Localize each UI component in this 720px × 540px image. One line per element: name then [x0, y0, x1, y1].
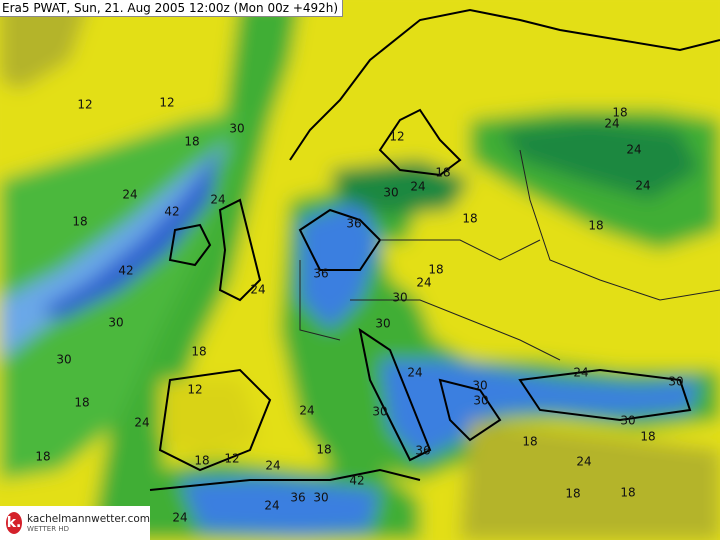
contour-label: 42	[349, 474, 364, 488]
contour-label: 18	[72, 215, 87, 229]
borders	[299, 149, 720, 361]
contour-label: 18	[194, 454, 209, 468]
contour-label: 24	[635, 179, 650, 193]
contour-label: 18	[522, 435, 537, 449]
contour-label: 18	[35, 450, 50, 464]
contour-label: 30	[472, 379, 487, 393]
contour-label: 24	[576, 455, 591, 469]
contour-label: 24	[407, 366, 422, 380]
contour-label: 30	[229, 122, 244, 136]
logo-icon: k.	[6, 512, 23, 534]
contour-label: 24	[604, 117, 619, 131]
contour-label: 30	[383, 186, 398, 200]
contour-label: 18	[184, 135, 199, 149]
contour-label: 24	[626, 143, 641, 157]
logo-tagline: WETTER HD	[27, 524, 69, 533]
contour-label: 12	[77, 98, 92, 112]
contour-label: 36	[346, 217, 361, 231]
logo[interactable]: k. kachelmannwetter.com WETTER HD	[0, 506, 150, 540]
contour-label: 12	[159, 96, 174, 110]
contour-label: 24	[299, 404, 314, 418]
contour-label: 24	[172, 511, 187, 525]
contour-label: 36	[415, 444, 430, 458]
contour-label: 18	[565, 487, 580, 501]
contour-label: 12	[187, 383, 202, 397]
contour-label: 30	[372, 405, 387, 419]
contour-label: 30	[375, 317, 390, 331]
contour-label: 30	[56, 353, 71, 367]
contour-label: 18	[588, 219, 603, 233]
contour-label: 30	[313, 491, 328, 505]
contour-label: 18	[435, 166, 450, 180]
contour-label: 30	[392, 291, 407, 305]
contour-label: 24	[410, 180, 425, 194]
contour-label: 24	[416, 276, 431, 290]
contour-label: 24	[250, 283, 265, 297]
contour-label: 18	[620, 486, 635, 500]
contour-label: 18	[74, 396, 89, 410]
contour-label: 36	[290, 491, 305, 505]
contour-label: 42	[164, 205, 179, 219]
contour-label: 24	[265, 459, 280, 473]
contour-label: 12	[389, 130, 404, 144]
contour-label: 18	[640, 430, 655, 444]
contour-label: 24	[573, 366, 588, 380]
contour-label: 30	[620, 414, 635, 428]
contour-label: 18	[191, 345, 206, 359]
map-title: Era5 PWAT, Sun, 21. Aug 2005 12:00z (Mon…	[0, 0, 344, 17]
coastlines	[149, 8, 720, 491]
contour-label: 42	[118, 264, 133, 278]
contour-label: 24	[122, 188, 137, 202]
contour-label: 18	[316, 443, 331, 457]
logo-name: kachelmannwetter.com	[27, 512, 150, 525]
contour-label: 12	[224, 452, 239, 466]
contour-label: 36	[313, 267, 328, 281]
contour-label: 24	[264, 499, 279, 513]
contour-label: 30	[473, 394, 488, 408]
contour-label: 30	[108, 316, 123, 330]
contour-label: 18	[462, 212, 477, 226]
contour-label: 18	[428, 263, 443, 277]
contour-label: 24	[134, 416, 149, 430]
contour-label: 24	[210, 193, 225, 207]
contour-label: 18	[612, 106, 627, 120]
contour-label: 30	[668, 375, 683, 389]
